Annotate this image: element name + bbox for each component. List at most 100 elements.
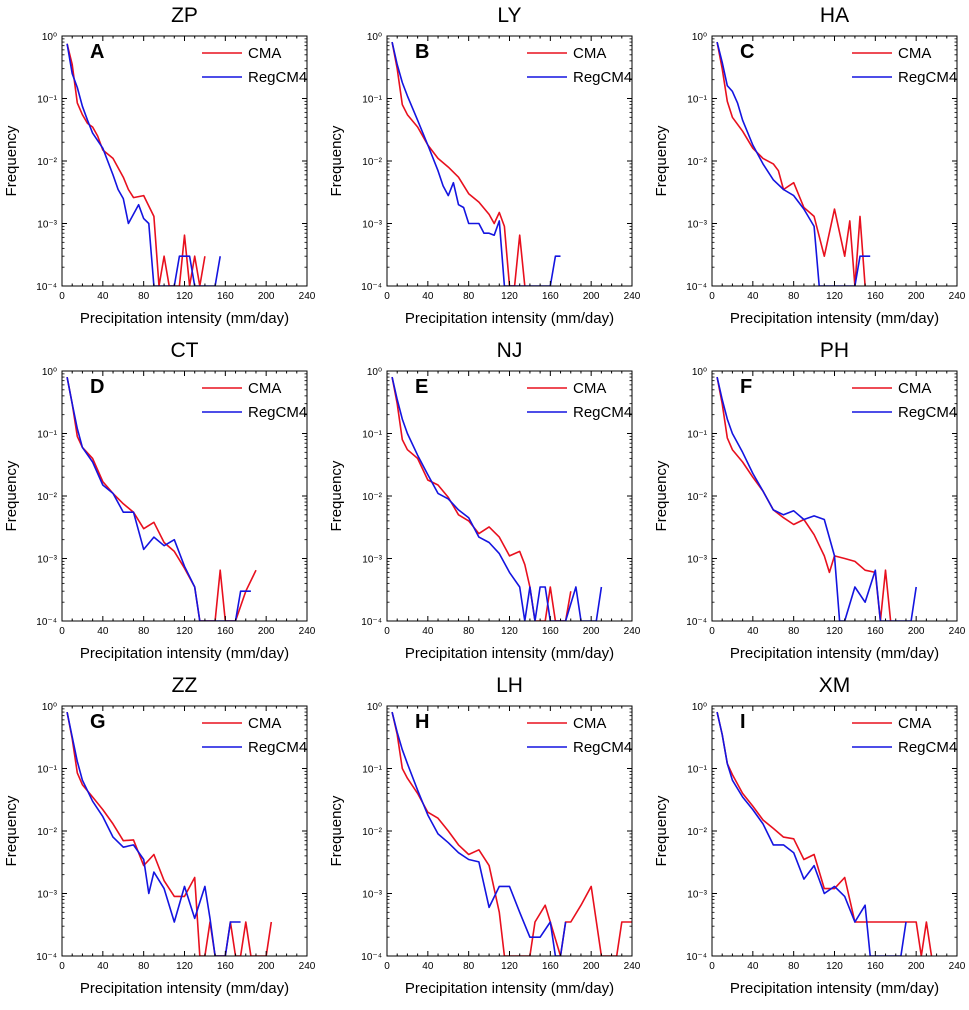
series-regcm4-line <box>716 41 871 286</box>
x-tick-label: 120 <box>176 961 193 972</box>
y-tick-label: 10⁻⁴ <box>686 282 707 293</box>
y-tick-label: 10⁰ <box>367 702 382 713</box>
x-axis-label: Precipitation intensity (mm/day) <box>405 645 614 662</box>
y-tick-label: 10⁻³ <box>37 555 57 566</box>
y-tick-label: 10⁻² <box>362 827 382 838</box>
y-axis-label: Frequency <box>3 795 20 866</box>
legend-label-regcm4: RegCM4 <box>573 739 632 756</box>
x-tick-label: 160 <box>867 291 884 302</box>
y-tick-label: 10⁻¹ <box>37 765 57 776</box>
x-tick-label: 40 <box>97 291 109 302</box>
legend-label-cma: CMA <box>573 45 606 62</box>
panel-title: CT <box>171 339 199 362</box>
x-tick-label: 160 <box>867 626 884 637</box>
x-tick-label: 80 <box>788 291 800 302</box>
legend-label-cma: CMA <box>898 45 931 62</box>
legend-label-regcm4: RegCM4 <box>573 404 632 421</box>
y-tick-label: 10⁰ <box>692 367 707 378</box>
x-tick-label: 240 <box>299 626 316 637</box>
x-tick-label: 120 <box>826 291 843 302</box>
x-tick-label: 160 <box>217 291 234 302</box>
panel-d: CT 0 40 80 120 160 200 240 10⁻⁴ 10⁻³ 10⁻² 10⁻¹ 10⁰ Pr… <box>3 339 316 662</box>
panel-title: ZP <box>171 4 198 27</box>
panel-g: ZZ 0 40 80 120 160 200 240 10⁻⁴ 10⁻³ 10⁻² 10⁻¹ 10⁰ Pr… <box>3 674 316 997</box>
x-tick-label: 200 <box>258 961 275 972</box>
x-tick-label: 240 <box>299 291 316 302</box>
x-tick-label: 0 <box>59 291 65 302</box>
panel-e: NJ 0 40 80 120 160 200 240 10⁻⁴ 10⁻³ 10⁻² 10⁻¹ 10⁰ Pr… <box>328 339 641 662</box>
x-tick-label: 120 <box>501 626 518 637</box>
series-regcm4-line <box>716 376 917 621</box>
x-axis-label: Precipitation intensity (mm/day) <box>80 645 289 662</box>
x-tick-label: 120 <box>501 291 518 302</box>
y-tick-label: 10⁻¹ <box>37 95 57 106</box>
x-tick-label: 160 <box>542 961 559 972</box>
y-tick-label: 10⁻⁴ <box>686 617 707 628</box>
y-tick-label: 10⁻² <box>37 827 57 838</box>
x-tick-label: 40 <box>97 961 109 972</box>
x-tick-label: 160 <box>217 961 234 972</box>
y-tick-label: 10⁻³ <box>362 220 382 231</box>
y-tick-label: 10⁻² <box>37 157 57 168</box>
x-tick-label: 40 <box>747 961 759 972</box>
y-tick-label: 10⁰ <box>42 32 57 43</box>
y-tick-label: 10⁻¹ <box>362 95 382 106</box>
x-tick-label: 200 <box>258 626 275 637</box>
x-tick-label: 0 <box>709 626 715 637</box>
x-tick-label: 240 <box>624 961 641 972</box>
y-tick-label: 10⁻² <box>687 492 707 503</box>
legend-label-cma: CMA <box>248 715 281 732</box>
x-axis-label: Precipitation intensity (mm/day) <box>730 980 939 997</box>
x-tick-label: 40 <box>422 291 434 302</box>
series-cma-line <box>716 376 892 621</box>
y-tick-label: 10⁻² <box>687 157 707 168</box>
x-tick-label: 200 <box>583 291 600 302</box>
y-tick-label: 10⁻⁴ <box>361 617 382 628</box>
x-tick-label: 40 <box>422 961 434 972</box>
x-axis-label: Precipitation intensity (mm/day) <box>730 645 939 662</box>
panel-letter: H <box>415 711 429 733</box>
y-tick-label: 10⁰ <box>42 367 57 378</box>
x-tick-label: 0 <box>709 291 715 302</box>
legend-label-regcm4: RegCM4 <box>248 69 307 86</box>
y-tick-label: 10⁻³ <box>362 555 382 566</box>
y-axis-label: Frequency <box>653 125 670 196</box>
series-regcm4-line <box>66 43 221 286</box>
x-tick-label: 200 <box>908 961 925 972</box>
x-tick-label: 160 <box>217 626 234 637</box>
panel-title: NJ <box>497 339 523 362</box>
series-cma-line <box>66 376 257 621</box>
legend-label-regcm4: RegCM4 <box>898 739 957 756</box>
legend-label-cma: CMA <box>248 380 281 397</box>
x-tick-label: 0 <box>384 291 390 302</box>
y-tick-label: 10⁻⁴ <box>361 952 382 963</box>
x-tick-label: 200 <box>908 626 925 637</box>
series-regcm4-line <box>391 41 561 286</box>
y-tick-label: 10⁰ <box>692 702 707 713</box>
panel-b: LY 0 40 80 120 160 200 240 10⁻⁴ 10⁻³ 10⁻² 10⁻¹ 10⁰ Pr… <box>328 4 641 327</box>
legend-label-cma: CMA <box>573 380 606 397</box>
x-axis-label: Precipitation intensity (mm/day) <box>80 980 289 997</box>
x-tick-label: 80 <box>788 961 800 972</box>
y-axis-label: Frequency <box>328 460 345 531</box>
x-tick-label: 240 <box>949 626 966 637</box>
x-tick-label: 80 <box>138 291 150 302</box>
x-tick-label: 80 <box>463 291 475 302</box>
legend-label-regcm4: RegCM4 <box>248 739 307 756</box>
x-tick-label: 160 <box>542 291 559 302</box>
x-tick-label: 200 <box>908 291 925 302</box>
x-tick-label: 80 <box>138 961 150 972</box>
y-tick-label: 10⁻³ <box>687 890 707 901</box>
x-axis-label: Precipitation intensity (mm/day) <box>405 980 614 997</box>
y-tick-label: 10⁻² <box>362 492 382 503</box>
y-tick-label: 10⁻¹ <box>687 430 707 441</box>
x-tick-label: 120 <box>176 291 193 302</box>
panel-title: LY <box>497 4 521 27</box>
y-tick-label: 10⁻² <box>687 827 707 838</box>
series-regcm4-line <box>716 711 907 956</box>
x-tick-label: 0 <box>59 626 65 637</box>
y-tick-label: 10⁻² <box>37 492 57 503</box>
x-tick-label: 40 <box>747 291 759 302</box>
panel-title: PH <box>820 339 849 362</box>
